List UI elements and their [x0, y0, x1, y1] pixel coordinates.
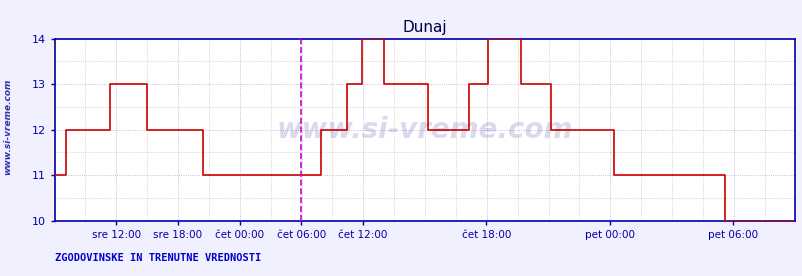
Text: www.si-vreme.com: www.si-vreme.com: [3, 79, 13, 175]
Title: Dunaj: Dunaj: [402, 20, 447, 35]
Text: ZGODOVINSKE IN TRENUTNE VREDNOSTI: ZGODOVINSKE IN TRENUTNE VREDNOSTI: [55, 253, 261, 263]
Text: www.si-vreme.com: www.si-vreme.com: [276, 116, 573, 144]
